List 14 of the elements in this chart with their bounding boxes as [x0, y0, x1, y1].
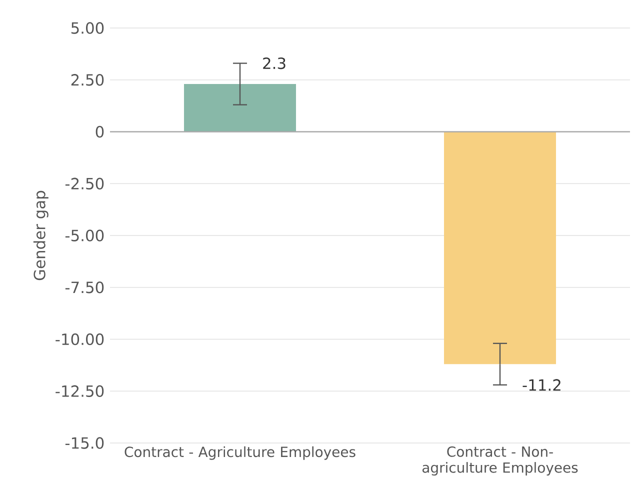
data-label: -11.2	[522, 379, 560, 391]
y-tick-label: 2.50	[71, 74, 104, 86]
y-tick-label: -5.00	[65, 230, 104, 242]
y-tick-label: -15.0	[65, 437, 104, 449]
y-tick-label: -2.50	[65, 178, 104, 190]
y-tick-label: 5.00	[71, 22, 104, 34]
y-axis-title: Gender gap	[33, 190, 48, 280]
y-tick-label: -12.50	[56, 385, 104, 397]
data-label: 2.3	[263, 57, 286, 70]
y-tick-label: -10.00	[56, 333, 104, 346]
x-tick-label: Contract - Non-agriculture Employees	[422, 446, 578, 476]
y-tick-label: 0	[96, 126, 104, 138]
y-tick-label: -7.50	[65, 282, 104, 294]
x-tick-label: Contract - Agriculture Employees	[124, 446, 356, 460]
